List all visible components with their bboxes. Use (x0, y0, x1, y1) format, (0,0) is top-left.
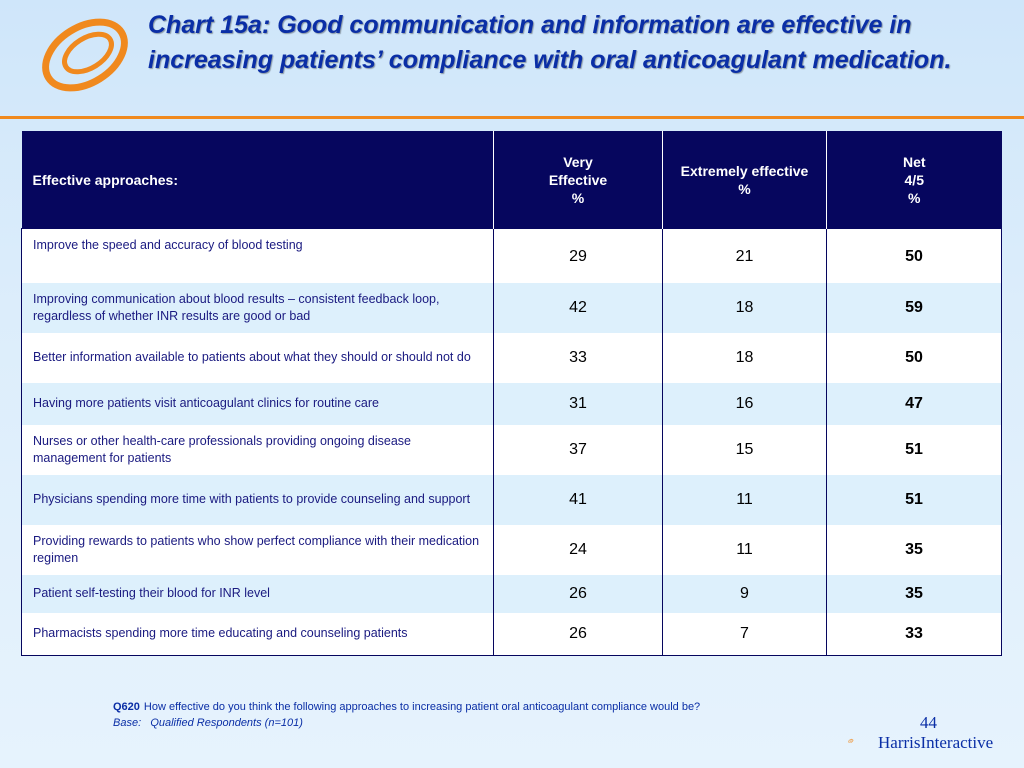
table-row: Improve the speed and accuracy of blood … (21, 228, 1002, 283)
table-row: Improving communication about blood resu… (21, 282, 1002, 333)
row-label: Improve the speed and accuracy of blood … (33, 238, 303, 252)
net-value: 59 (826, 282, 1002, 333)
row-label: Having more patients visit anticoagulant… (33, 396, 380, 410)
header-very-effective-line: Very (563, 153, 593, 170)
brand-name-harris: Harris (878, 733, 921, 752)
brand-ring-icon (848, 738, 854, 744)
extremely-effective-value: 15 (662, 424, 827, 475)
question-code: Q620 (113, 701, 140, 713)
harris-interactive-ring-logo-icon (42, 18, 128, 92)
row-label: Pharmacists spending more time educating… (33, 626, 408, 641)
page-number: 44 (920, 713, 937, 732)
header-net-line: % (908, 189, 921, 206)
header-approaches-line: Effective approaches: (32, 171, 179, 188)
table-row: Nurses or other health-care professional… (21, 424, 1002, 475)
page-title: Chart 15a: Good communication and inform… (148, 11, 952, 74)
extremely-effective-value: 21 (662, 228, 827, 283)
very-effective-value: 37 (493, 424, 663, 475)
header-extremely-effective-line: Extremely effective (680, 162, 809, 179)
very-effective-value: 41 (493, 474, 663, 525)
question-text: How effective do you think the following… (143, 701, 701, 713)
extremely-effective-value: 9 (662, 574, 827, 613)
very-effective-value: 33 (493, 332, 663, 383)
net-value: 35 (826, 574, 1002, 613)
row-label: Better information available to patients… (33, 350, 471, 364)
table-row: Providing rewards to patients who show p… (21, 524, 1002, 575)
table-row: Better information available to patients… (21, 332, 1002, 383)
net-value: 35 (826, 524, 1002, 575)
table-row: Pharmacists spending more time educating… (21, 612, 1002, 656)
base-label: Base: (113, 717, 142, 729)
table-row: Having more patients visit anticoagulant… (21, 382, 1002, 425)
brand-wordmark: HarrisInteractive (878, 733, 993, 753)
very-effective-value: 29 (493, 228, 663, 283)
header-very-effective-line: % (571, 189, 585, 206)
title-divider (0, 116, 1024, 119)
very-effective-value: 26 (493, 612, 663, 656)
header-net-line: 4/5 (904, 171, 924, 188)
row-label: Patient self-testing their blood for INR… (33, 586, 270, 600)
net-value: 33 (826, 612, 1002, 656)
extremely-effective-value: 18 (662, 332, 827, 383)
row-label: Nurses or other health-care professional… (33, 433, 411, 465)
net-value: 51 (826, 474, 1002, 525)
very-effective-value: 24 (493, 524, 663, 575)
row-label: Providing rewards to patients who show p… (33, 533, 480, 565)
header-approaches: Effective approaches: (21, 131, 494, 229)
very-effective-value: 42 (493, 282, 663, 333)
table-header-row: Effective approaches: Very Effective% Extre… (21, 131, 1002, 229)
row-label: Improving communication about blood resu… (33, 291, 440, 323)
footnote: Q620 How effective do you think the follo… (113, 699, 700, 731)
extremely-effective-value: 11 (662, 474, 827, 525)
effectiveness-table: Effective approaches: Very Effective% Extre… (21, 131, 1002, 656)
table-row: Patient self-testing their blood for INR… (21, 574, 1002, 613)
extremely-effective-value: 7 (662, 612, 827, 656)
base-text: Qualified Respondents (n=101) (150, 717, 303, 729)
brand-name-interactive: Interactive (920, 733, 994, 752)
header-very-effective: Very Effective% (493, 131, 663, 229)
row-label: Physicians spending more time with patie… (33, 492, 471, 506)
net-value: 47 (826, 382, 1002, 425)
extremely-effective-value: 16 (662, 382, 827, 425)
table-row: Physicians spending more time with patie… (21, 474, 1002, 525)
net-value: 50 (826, 332, 1002, 383)
header-extremely-effective: Extremely effective% (662, 131, 827, 229)
extremely-effective-value: 11 (662, 524, 827, 575)
net-value: 50 (826, 228, 1002, 283)
very-effective-value: 26 (493, 574, 663, 613)
extremely-effective-value: 18 (662, 282, 827, 333)
header-extremely-effective-line: % (738, 180, 751, 197)
net-value: 51 (826, 424, 1002, 475)
very-effective-value: 31 (493, 382, 663, 425)
header-net: Net 4/5% (826, 131, 1002, 229)
header-net-line: Net (902, 153, 926, 170)
header-very-effective-line: Effective (548, 171, 608, 188)
